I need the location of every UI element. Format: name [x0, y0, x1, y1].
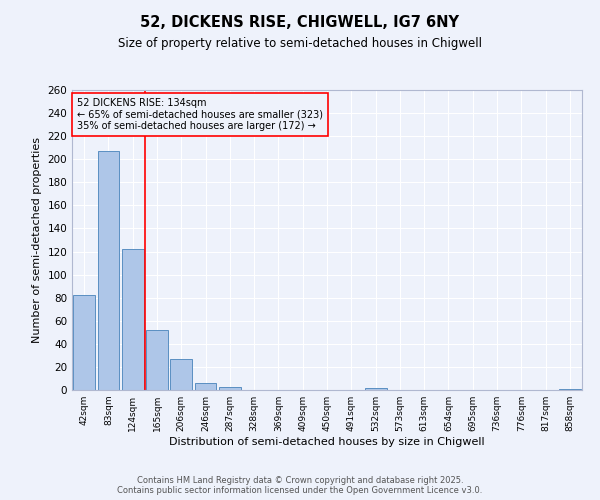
Bar — [97, 151, 119, 390]
Text: Contains HM Land Registry data © Crown copyright and database right 2025.
Contai: Contains HM Land Registry data © Crown c… — [118, 476, 482, 495]
Bar — [559, 389, 581, 390]
Text: 52, DICKENS RISE, CHIGWELL, IG7 6NY: 52, DICKENS RISE, CHIGWELL, IG7 6NY — [140, 15, 460, 30]
Bar — [122, 249, 143, 390]
X-axis label: Distribution of semi-detached houses by size in Chigwell: Distribution of semi-detached houses by … — [169, 437, 485, 447]
Bar — [146, 330, 168, 390]
Text: 52 DICKENS RISE: 134sqm
← 65% of semi-detached houses are smaller (323)
35% of s: 52 DICKENS RISE: 134sqm ← 65% of semi-de… — [77, 98, 323, 130]
Text: Size of property relative to semi-detached houses in Chigwell: Size of property relative to semi-detach… — [118, 38, 482, 51]
Bar — [170, 359, 192, 390]
Bar — [219, 386, 241, 390]
Y-axis label: Number of semi-detached properties: Number of semi-detached properties — [32, 137, 42, 343]
Bar — [365, 388, 386, 390]
Bar — [73, 296, 95, 390]
Bar — [194, 383, 217, 390]
